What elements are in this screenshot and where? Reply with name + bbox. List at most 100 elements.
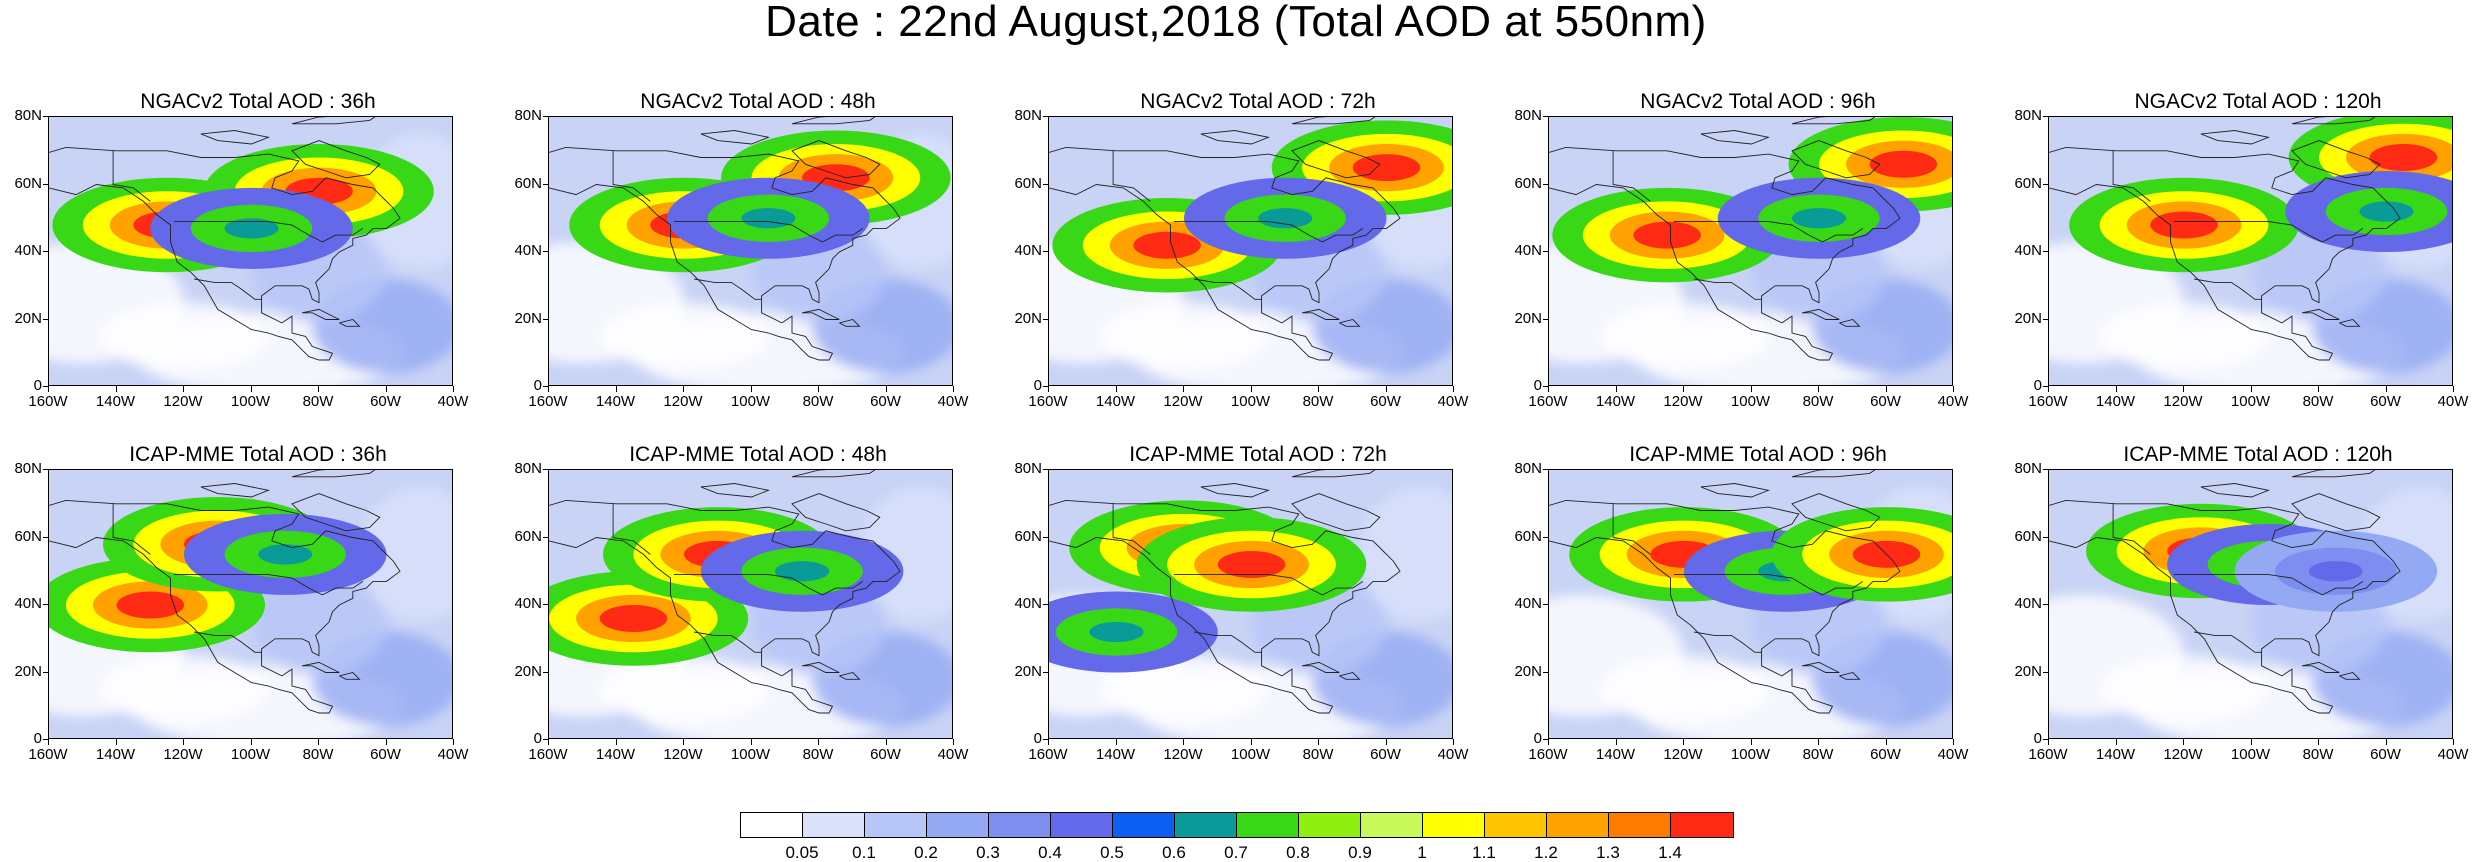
lon-tick bbox=[885, 739, 887, 745]
colorbar-label: 1 bbox=[1417, 843, 1427, 862]
lon-tick bbox=[115, 386, 117, 392]
latitude-label: 20N bbox=[2014, 662, 2042, 680]
lat-tick bbox=[1543, 318, 1548, 320]
longitude-label: 160W bbox=[28, 393, 68, 410]
panel-title: NGACv2 Total AOD : 36h bbox=[140, 90, 376, 113]
island-outline bbox=[802, 308, 840, 320]
coastline bbox=[1049, 146, 1401, 361]
longitude-label: 60W bbox=[2370, 746, 2401, 763]
coastline bbox=[1049, 499, 1401, 714]
island-outline bbox=[291, 493, 381, 532]
longitude-label: 120W bbox=[163, 393, 203, 410]
latitude-label: 40N bbox=[1514, 242, 1542, 259]
island-outline bbox=[2200, 483, 2270, 498]
latitude-label: 20N bbox=[14, 309, 42, 327]
lat-tick bbox=[2043, 469, 2048, 470]
latitude-label: 80N bbox=[1514, 107, 1542, 124]
longitude-label: 80W bbox=[302, 393, 334, 410]
island-outline bbox=[700, 483, 770, 498]
longitude-label: 40W bbox=[1437, 746, 1469, 763]
colorbar-swatch bbox=[1609, 813, 1671, 837]
colorbar-swatch bbox=[1237, 813, 1299, 837]
lon-tick bbox=[615, 386, 617, 392]
aod-plume bbox=[1133, 231, 1201, 259]
colorbar bbox=[740, 812, 1734, 838]
longitude-label: 160W bbox=[528, 746, 568, 763]
lon-tick bbox=[1115, 739, 1117, 745]
map-panel: NGACv2 Total AOD : 36h 80N 60N 40N 20N 0 160W 1… bbox=[14, 90, 468, 430]
latitude-label: 80N bbox=[14, 107, 42, 124]
island-outline bbox=[302, 661, 340, 673]
lon-tick bbox=[250, 386, 252, 392]
lat-tick bbox=[43, 183, 48, 185]
country-border bbox=[1112, 503, 1151, 555]
lat-tick bbox=[1043, 739, 1048, 740]
map-panel: NGACv2 Total AOD : 120h 80N 60N 40N 20N 0 160W… bbox=[2014, 90, 2468, 430]
longitude-label: 60W bbox=[870, 393, 901, 410]
aod-plume bbox=[599, 605, 668, 632]
country-border bbox=[612, 503, 651, 555]
longitude-label: 60W bbox=[1870, 746, 1901, 763]
aod-plume bbox=[224, 218, 279, 239]
latitude-label: 40N bbox=[1514, 595, 1542, 612]
longitude-label: 140W bbox=[2095, 393, 2136, 410]
latitude-label: 60N bbox=[1014, 174, 1042, 192]
lon-tick bbox=[1318, 739, 1319, 745]
lon-tick bbox=[2115, 386, 2117, 392]
lon-tick bbox=[48, 386, 49, 392]
latitude-label: 80N bbox=[2014, 460, 2042, 477]
island-outline bbox=[839, 672, 861, 680]
longitude-label: 140W bbox=[1095, 746, 1136, 763]
country-border bbox=[612, 150, 651, 202]
country-border bbox=[2173, 221, 2364, 243]
lon-tick bbox=[1548, 386, 1549, 392]
longitude-label: 40W bbox=[937, 746, 969, 763]
latitude-label: 60N bbox=[14, 174, 42, 192]
latitude-label: 40N bbox=[2014, 242, 2042, 259]
aod-map bbox=[1548, 116, 1953, 386]
longitude-label: 160W bbox=[2028, 746, 2068, 763]
lon-tick bbox=[250, 739, 252, 745]
longitude-label: 80W bbox=[802, 393, 834, 410]
country-border bbox=[194, 631, 262, 653]
island-outline bbox=[1802, 661, 1840, 673]
longitude-label: 60W bbox=[370, 393, 401, 410]
latitude-label: 80N bbox=[1514, 460, 1542, 477]
aod-map bbox=[548, 469, 953, 739]
panel-title: ICAP-MME Total AOD : 72h bbox=[1129, 443, 1387, 466]
lon-tick bbox=[1615, 739, 1617, 745]
longitude-label: 140W bbox=[95, 393, 136, 410]
lat-tick bbox=[2043, 116, 2048, 117]
aod-plume bbox=[2150, 211, 2218, 239]
colorbar-label: 0.3 bbox=[976, 843, 1000, 862]
island-outline bbox=[1839, 319, 1861, 327]
longitude-label: 160W bbox=[1528, 393, 1568, 410]
longitude-label: 160W bbox=[528, 393, 568, 410]
colorbar-label: 0.2 bbox=[914, 843, 938, 862]
lon-tick bbox=[183, 386, 184, 392]
longitude-label: 140W bbox=[595, 393, 636, 410]
longitude-label: 80W bbox=[1802, 746, 1834, 763]
island-outline bbox=[339, 672, 361, 680]
lat-tick bbox=[43, 469, 48, 470]
longitude-label: 80W bbox=[802, 746, 834, 763]
latitude-label: 20N bbox=[1514, 309, 1542, 327]
latitude-label: 0 bbox=[1533, 730, 1542, 747]
lat-tick bbox=[1043, 469, 1048, 470]
colorbar-swatch bbox=[927, 813, 989, 837]
map-panel: ICAP-MME Total AOD : 48h 80N 60N 40N 20N 0 160… bbox=[514, 443, 968, 783]
latitude-label: 80N bbox=[14, 460, 42, 477]
latitude-label: 60N bbox=[514, 174, 542, 192]
lat-tick bbox=[43, 318, 48, 320]
aod-map bbox=[1048, 116, 1453, 386]
lon-tick bbox=[953, 386, 954, 392]
lat-tick bbox=[1543, 604, 1548, 605]
lat-tick bbox=[43, 671, 48, 673]
country-border bbox=[2112, 503, 2151, 555]
coastline bbox=[2049, 146, 2401, 361]
lon-tick bbox=[1250, 739, 1252, 745]
aod-map bbox=[1548, 469, 1953, 739]
longitude-label: 100W bbox=[230, 393, 271, 410]
latitude-label: 80N bbox=[1014, 460, 1042, 477]
island-outline bbox=[791, 140, 881, 179]
